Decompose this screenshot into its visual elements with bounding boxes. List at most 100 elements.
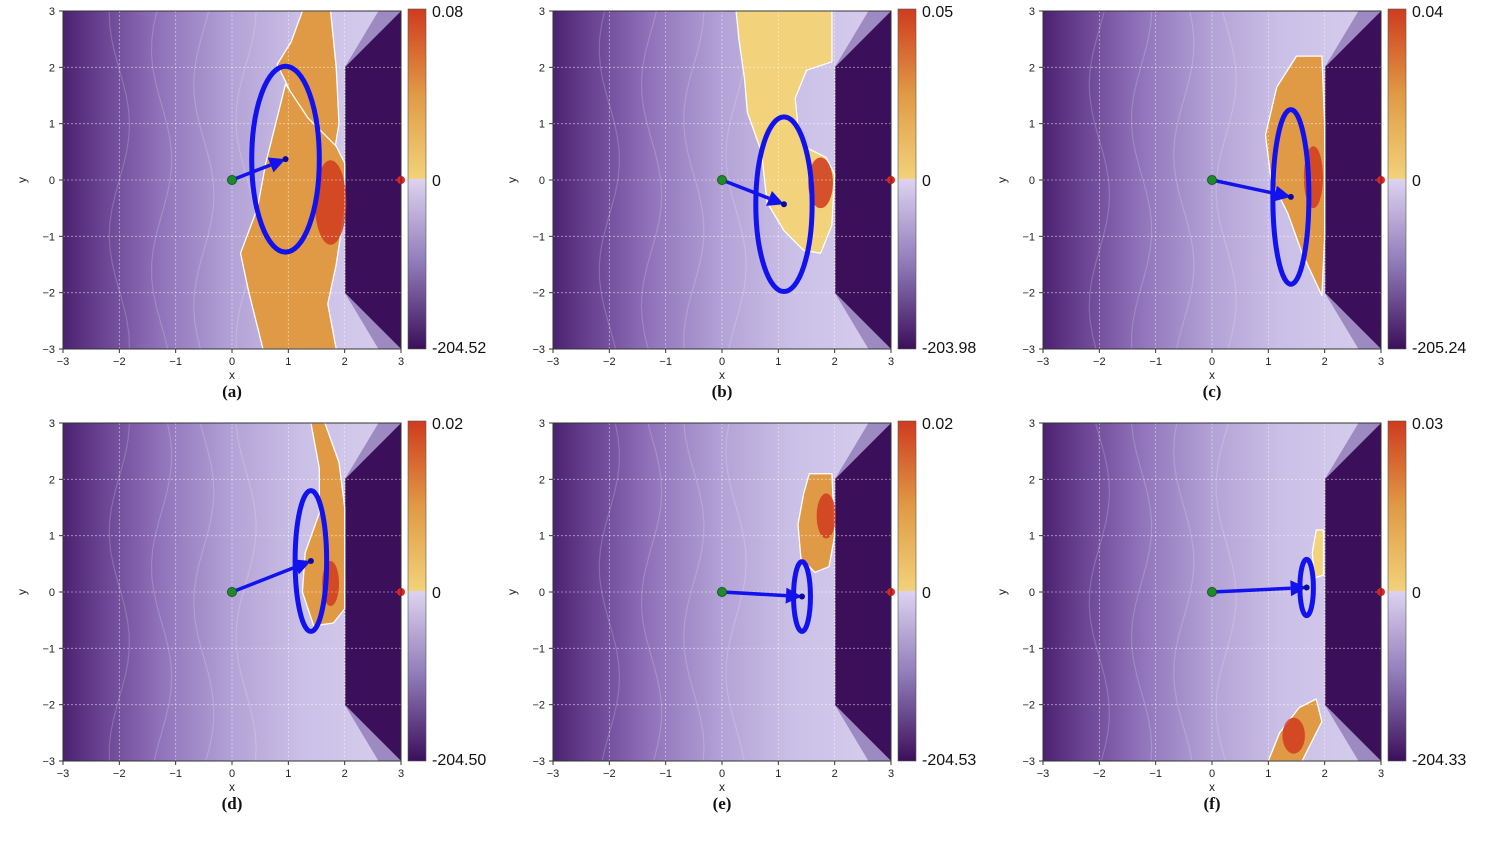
y-tick-label: −2 [532,288,545,300]
prediction-arrowhead [785,587,802,604]
uncertainty-ellipse [1270,107,1312,287]
y-axis-label: y [15,177,29,183]
y-axis-label: y [995,589,1009,595]
colorbar-min-label: -203.98 [922,340,976,357]
colorbar-zero-label: 0 [922,585,931,602]
chart-panel: −3 −2 −1 0 1 2 3 3 2 1 0 −1 −2 −3 x y 0.02 0 -204.50 (d) [0,412,495,827]
predicted-mean-point [282,156,289,163]
y-tick-label: −3 [1022,756,1035,768]
y-axis-label: y [15,589,29,595]
uncertainty-ellipse [753,114,815,295]
y-tick-label: 2 [1029,474,1035,486]
x-tick-label: 1 [1265,768,1271,780]
obstacle-corner [834,292,891,349]
y-tick-label: −1 [532,643,545,655]
x-tick-label: −2 [1093,768,1106,780]
y-tick-label: 1 [1029,531,1035,543]
y-tick-label: −2 [532,700,545,712]
y-tick-label: 0 [539,587,545,599]
start-marker [227,175,237,185]
colorbar-min-label: -204.52 [432,340,486,357]
chart-svg: −3 −2 −1 0 1 2 3 3 2 1 0 −1 −2 −3 x y 0.02 0 -204.53 [505,416,976,794]
x-tick-label: 0 [1209,768,1215,780]
prediction-arrow [721,178,770,201]
panel-caption: (f) [1203,794,1221,813]
x-tick-label: −3 [1037,356,1050,368]
x-tick-label: −2 [603,768,616,780]
start-marker [717,587,727,597]
x-tick-label: −1 [1149,356,1162,368]
x-tick-label: −3 [57,356,70,368]
colorbar-max-label: 0.08 [432,4,463,21]
y-tick-label: 0 [539,175,545,187]
x-tick-label: −1 [659,768,672,780]
x-tick-label: 3 [1378,356,1384,368]
panel-caption: (c) [1202,382,1222,401]
prediction-arrow [1211,178,1276,196]
x-axis-label: x [229,368,235,382]
chart-panel: −3 −2 −1 0 1 2 3 3 2 1 0 −1 −2 −3 x y 0.03 0 -204.33 (f) [980,412,1475,827]
y-tick-label: −1 [42,231,55,243]
chart-panel: −3 −2 −1 0 1 2 3 3 2 1 0 −1 −2 −3 x y 0.05 0 -203.98 (b) [490,0,985,415]
colorbar-zero-label: 0 [432,173,441,190]
prediction-arrowhead [1273,185,1291,202]
x-tick-label: −1 [1149,768,1162,780]
y-tick-label: 0 [1029,175,1035,187]
x-tick-label: −3 [547,768,560,780]
prediction-arrow [231,565,297,594]
x-tick-label: 3 [398,768,404,780]
obstacle-corner [344,11,401,68]
y-tick-label: 2 [1029,62,1035,74]
x-tick-label: 0 [719,768,725,780]
chart-svg: −3 −2 −1 0 1 2 3 3 2 1 0 −1 −2 −3 x y 0.04 0 -205.24 [995,4,1466,382]
x-tick-label: 0 [229,356,235,368]
y-tick-label: 0 [1029,587,1035,599]
colorbar [1387,8,1407,350]
x-axis-label: x [1209,780,1215,794]
colorbar-max-label: 0.05 [922,4,953,21]
y-tick-label: −2 [42,700,55,712]
y-tick-label: −2 [1022,700,1035,712]
colorbar-min-label: -204.33 [1412,752,1466,769]
colorbar-zero-label: 0 [432,585,441,602]
prediction-arrow [1211,586,1291,594]
x-tick-label: 0 [1209,356,1215,368]
x-tick-label: 1 [285,356,291,368]
obstacle-corner [1324,292,1381,349]
x-tick-label: 1 [775,356,781,368]
colorbar [407,420,427,762]
x-tick-label: 2 [832,768,838,780]
prediction-arrow [231,163,272,182]
y-tick-label: −1 [1022,643,1035,655]
contour-line [193,423,215,761]
x-tick-label: −2 [1093,356,1106,368]
peak-region [1282,717,1305,754]
colorbar-max-label: 0.02 [432,416,463,433]
start-marker [717,175,727,185]
y-tick-label: −3 [42,756,55,768]
y-tick-label: 2 [539,62,545,74]
chart-svg: −3 −2 −1 0 1 2 3 3 2 1 0 −1 −2 −3 x y 0.08 0 -204.52 [15,4,486,382]
peak-region [314,160,347,245]
y-tick-label: 0 [49,175,55,187]
chart-svg: −3 −2 −1 0 1 2 3 3 2 1 0 −1 −2 −3 x y 0.03 0 -204.33 [995,416,1466,794]
obstacle-corner [1324,704,1381,761]
x-tick-label: 1 [285,768,291,780]
y-tick-label: 1 [49,531,55,543]
x-tick-label: 1 [1265,356,1271,368]
y-tick-label: 2 [539,474,545,486]
y-tick-label: 1 [539,531,545,543]
y-tick-label: 1 [1029,119,1035,131]
predicted-mean-point [1303,584,1310,591]
y-tick-label: −3 [42,344,55,356]
x-tick-label: 0 [229,768,235,780]
x-tick-label: 2 [342,356,348,368]
y-tick-label: −1 [42,643,55,655]
x-tick-label: −1 [169,356,182,368]
colorbar-max-label: 0.04 [1412,4,1443,21]
colorbar-zero-label: 0 [922,173,931,190]
y-axis-label: y [505,177,519,183]
x-tick-label: 2 [1322,768,1328,780]
panel-caption: (d) [221,794,243,813]
prediction-arrowhead [1290,580,1307,597]
